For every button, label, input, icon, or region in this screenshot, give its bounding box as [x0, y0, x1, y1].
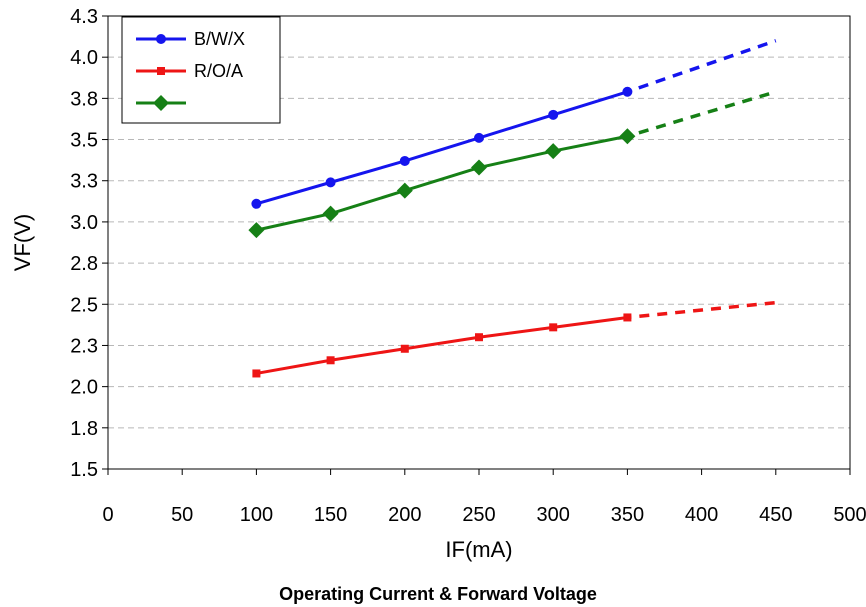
legend-item	[136, 95, 186, 111]
data-point	[326, 356, 335, 365]
x-tick-label: 150	[314, 504, 347, 526]
x-tick-label: 250	[462, 504, 495, 526]
series-1	[251, 39, 777, 209]
data-point	[549, 323, 558, 332]
x-tick-label: 400	[685, 504, 718, 526]
legend-label: B/W/X	[194, 29, 245, 49]
x-axis-title: IF(mA)	[445, 537, 512, 562]
data-point	[619, 128, 636, 145]
data-point	[251, 198, 262, 209]
series-2	[252, 300, 776, 378]
legend-marker	[153, 95, 169, 111]
y-tick-label: 2.8	[70, 253, 98, 275]
x-tick-label: 200	[388, 504, 421, 526]
x-tick-label: 0	[102, 504, 113, 526]
legend-item: B/W/X	[136, 29, 245, 49]
series	[248, 39, 777, 378]
x-tick-label: 350	[611, 504, 644, 526]
y-tick-label: 3.3	[70, 171, 98, 193]
x-tick-label: 500	[833, 504, 866, 526]
y-tick-label: 1.5	[70, 459, 98, 481]
data-point	[545, 143, 562, 160]
series-extrapolation-line	[626, 90, 777, 138]
y-tick-label: 1.8	[70, 418, 98, 440]
series-line	[256, 315, 628, 375]
series-extrapolation-line	[627, 300, 776, 320]
legend-marker	[157, 67, 165, 75]
x-tick-label: 300	[537, 504, 570, 526]
data-point	[548, 109, 559, 120]
legend: B/W/X R/O/A	[121, 16, 281, 124]
legend-marker	[156, 34, 166, 44]
x-tick-label: 50	[171, 504, 193, 526]
data-point	[475, 333, 483, 342]
series-extrapolation-line	[626, 39, 777, 94]
data-point	[325, 177, 336, 188]
data-point	[396, 182, 413, 199]
y-tick-label: 4.3	[70, 6, 98, 28]
y-tick-label: 3.8	[70, 88, 98, 110]
data-point	[322, 205, 339, 222]
data-point	[474, 132, 484, 143]
data-point	[400, 344, 409, 353]
axes: 1.5 1.8 2.0 2.3 2.5 2.8 3.0 3.3 3.5 3.8 4.0 4.3 0 50 1…	[70, 6, 866, 526]
data-point	[248, 222, 265, 239]
y-tick-label: 4.0	[70, 47, 98, 69]
data-point	[622, 86, 633, 97]
y-axis-title: VF(V)	[10, 214, 35, 271]
legend-label: R/O/A	[194, 61, 243, 81]
series-3	[248, 90, 777, 239]
y-tick-label: 2.5	[70, 294, 98, 316]
data-point	[623, 313, 632, 322]
legend-item: R/O/A	[136, 61, 243, 81]
series-line	[255, 90, 628, 206]
y-tick-label: 3.0	[70, 212, 98, 234]
x-tick-label: 450	[759, 504, 792, 526]
y-tick-label: 3.5	[70, 130, 98, 152]
y-tick-label: 2.3	[70, 335, 98, 357]
series-line	[256, 134, 628, 232]
x-tick-label: 100	[240, 504, 273, 526]
data-point	[252, 369, 261, 378]
y-tick-label: 2.0	[70, 377, 98, 399]
data-point	[399, 155, 410, 166]
data-point	[471, 159, 487, 176]
chart-caption: Operating Current & Forward Voltage	[279, 584, 597, 604]
